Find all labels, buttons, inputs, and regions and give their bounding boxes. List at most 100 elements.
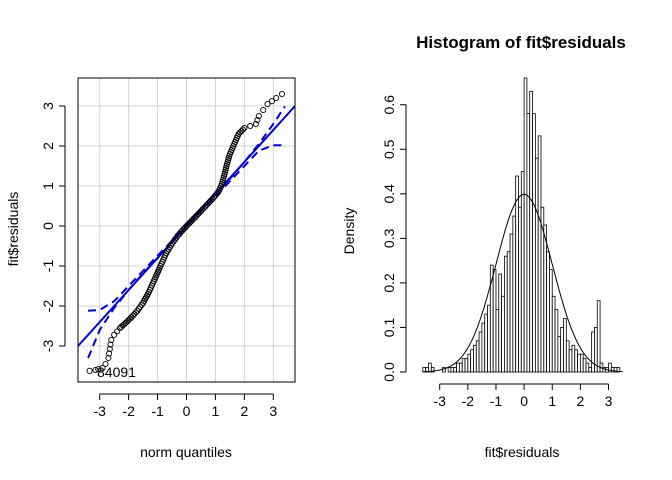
- histogram-x-tick-label: 2: [576, 393, 584, 409]
- qq-y-tick-label: 2: [40, 142, 56, 150]
- histogram-panel: Histogram of fit$residuals -3 -2 -1 0 1 2 3 0.…: [341, 33, 626, 460]
- qq-point: [105, 354, 112, 362]
- histogram-density-curve: [422, 193, 623, 373]
- histogram-bar: [537, 135, 542, 373]
- qq-x-axis: -3 -2 -1 0 1 2 3: [93, 393, 277, 419]
- histogram-bar: [430, 367, 435, 373]
- qq-x-tick-label: 0: [183, 403, 191, 419]
- histogram-bar: [588, 367, 593, 373]
- histogram-bar: [464, 358, 469, 373]
- histogram-x-tick-label: 0: [520, 393, 528, 409]
- qq-point: [273, 94, 280, 102]
- histogram-title: Histogram of fit$residuals: [416, 33, 626, 52]
- qq-point: [132, 309, 139, 316]
- histogram-bar: [568, 349, 573, 373]
- qq-point: [255, 112, 262, 120]
- qq-point: [241, 124, 248, 132]
- qq-point: [238, 127, 245, 135]
- qq-annotation: 84091: [97, 364, 136, 380]
- histogram-bar: [461, 358, 466, 373]
- histogram-bar: [577, 353, 581, 373]
- histogram-bar: [585, 362, 590, 373]
- histogram-bar: [467, 353, 472, 373]
- histogram-x-tick-label: 1: [548, 393, 556, 409]
- qq-x-tick-label: -2: [122, 403, 135, 419]
- qq-x-tick-label: 2: [240, 403, 248, 419]
- histogram-bar: [509, 233, 514, 373]
- qq-y-tick-label: -3: [40, 340, 56, 353]
- histogram-normal-curve: [422, 193, 623, 373]
- histogram-y-axis-label: Density: [341, 208, 357, 255]
- histogram-bar: [484, 313, 488, 373]
- qq-point: [239, 126, 246, 133]
- qq-y-axis: -3 -2 -1 0 1 2 3: [40, 102, 66, 353]
- histogram-bar: [492, 269, 497, 373]
- histogram-bar: [428, 362, 432, 373]
- histogram-bar: [596, 300, 601, 373]
- qq-x-tick-label: -3: [93, 403, 106, 419]
- histogram-bar: [458, 362, 463, 373]
- histogram-bars: [422, 77, 621, 373]
- qq-point: [95, 366, 102, 373]
- qq-x-axis-label: norm quantiles: [140, 444, 232, 460]
- histogram-bar: [478, 331, 483, 373]
- qq-x-tick-label: 3: [269, 403, 277, 419]
- histogram-bar: [470, 349, 474, 373]
- qq-point: [108, 336, 115, 344]
- qq-point: [106, 345, 113, 353]
- histogram-bar: [574, 349, 578, 373]
- histogram-bar: [532, 113, 536, 373]
- qq-plot-frame: [77, 77, 296, 383]
- histogram-bar: [571, 344, 576, 373]
- histogram-x-tick-label: -1: [490, 393, 503, 409]
- histogram-bar: [616, 367, 621, 373]
- histogram-bar: [551, 295, 556, 373]
- histogram-bar: [515, 175, 519, 373]
- qq-point: [278, 90, 286, 98]
- histogram-bar: [534, 157, 539, 373]
- histogram-bar: [579, 353, 584, 373]
- histogram-y-tick-label: 0.3: [381, 228, 397, 248]
- histogram-x-tick-label: -3: [433, 393, 446, 409]
- qq-reference-line: [77, 105, 296, 347]
- histogram-bar: [549, 269, 553, 373]
- qq-point: [92, 366, 99, 374]
- histogram-bar: [560, 327, 564, 373]
- histogram-y-tick-label: 0.2: [381, 273, 397, 293]
- qq-point: [252, 120, 259, 128]
- qq-point: [254, 116, 261, 124]
- qq-reference-line-stroke: [77, 105, 296, 347]
- qq-point: [86, 367, 93, 374]
- histogram-y-tick-label: 0.6: [381, 95, 397, 115]
- qq-y-tick-label: -2: [40, 300, 56, 313]
- histogram-y-tick-label: 0.4: [381, 184, 397, 204]
- qq-y-tick-label: 1: [40, 182, 56, 190]
- qq-y-axis-label: fit$residuals: [5, 192, 21, 267]
- histogram-bar: [523, 77, 528, 373]
- histogram-bar: [520, 171, 525, 373]
- histogram-bar: [447, 367, 452, 373]
- qq-x-tick-label: -1: [151, 403, 164, 419]
- qq-x-tick-label: 1: [212, 403, 220, 419]
- histogram-bar: [554, 309, 559, 373]
- histogram-bar: [504, 255, 508, 373]
- histogram-y-axis: 0.0 0.1 0.2 0.3 0.4 0.5 0.6: [381, 95, 407, 382]
- qq-y-tick-label: 0: [40, 222, 56, 230]
- histogram-y-tick-label: 0.5: [381, 139, 397, 159]
- histogram-bar: [529, 90, 533, 373]
- histogram-bar: [546, 251, 550, 373]
- histogram-y-tick-label: 0.1: [381, 318, 397, 338]
- histogram-x-tick-label: 3: [605, 393, 613, 409]
- histogram-bar: [501, 295, 505, 373]
- qq-point: [106, 350, 113, 357]
- qq-point: [111, 331, 118, 338]
- histogram-bar: [481, 322, 486, 373]
- qq-points: [86, 90, 286, 374]
- histogram-bar: [512, 215, 517, 373]
- qq-point: [264, 100, 271, 108]
- qq-y-tick-label: 3: [40, 102, 56, 110]
- histogram-bar: [475, 340, 480, 373]
- histogram-x-tick-label: -2: [462, 393, 475, 409]
- qq-point: [260, 106, 267, 114]
